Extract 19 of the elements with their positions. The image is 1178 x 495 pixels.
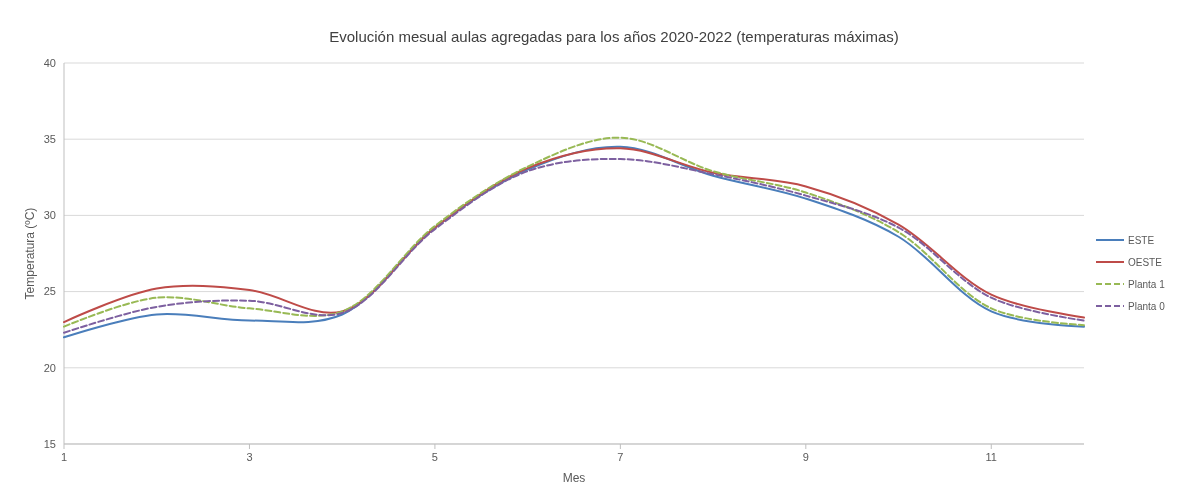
x-tick-label: 9	[802, 451, 809, 463]
y-tick-label: 25	[43, 285, 56, 298]
x-tick-label: 5	[431, 451, 438, 463]
legend-label: OESTE	[1128, 256, 1163, 268]
y-tick-label: 30	[43, 209, 56, 222]
chart-title: Evolución mesual aulas agregadas para los años 2020-2022 (temperaturas máximas)	[329, 28, 899, 45]
legend-label: ESTE	[1128, 234, 1155, 246]
x-tick-label: 7	[617, 451, 624, 463]
x-axis-title: Mes	[562, 471, 586, 485]
x-tick-label: 3	[246, 451, 253, 463]
legend-label: Planta 0	[1128, 300, 1166, 312]
x-tick-label: 11	[985, 451, 997, 463]
y-tick-label: 40	[43, 56, 56, 69]
x-tick-label: 1	[60, 451, 68, 463]
y-axis-title: Temperatura (ºC)	[23, 207, 37, 300]
legend-label: Planta 1	[1128, 278, 1166, 290]
y-tick-label: 35	[43, 133, 56, 146]
y-tick-label: 15	[43, 437, 56, 450]
y-tick-label: 20	[43, 361, 56, 374]
